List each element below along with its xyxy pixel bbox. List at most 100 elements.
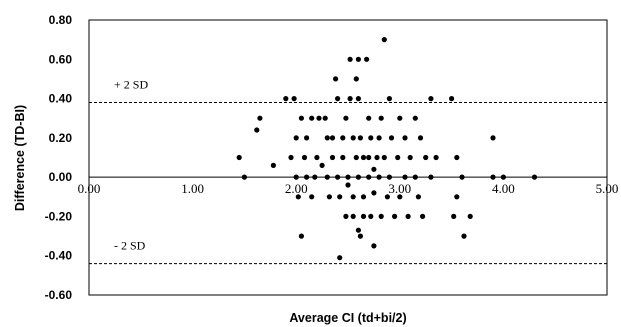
data-point <box>254 127 260 133</box>
data-point <box>392 213 398 219</box>
data-point <box>337 255 343 261</box>
data-point <box>381 37 387 43</box>
x-tick-label: 1.00 <box>181 181 204 196</box>
data-point <box>329 154 336 161</box>
data-point <box>360 154 367 161</box>
data-point <box>451 213 457 219</box>
data-point <box>293 135 299 141</box>
data-point <box>236 154 242 161</box>
y-tick-label: 0.80 <box>49 13 73 27</box>
data-point <box>347 56 353 62</box>
data-point <box>357 135 363 141</box>
data-point <box>386 96 392 102</box>
data-point <box>324 135 330 141</box>
lower-2sd-label: - 2 SD <box>114 239 146 253</box>
data-point <box>454 154 460 161</box>
data-point <box>490 135 496 141</box>
data-point <box>412 174 418 180</box>
data-point <box>366 174 372 180</box>
data-point <box>314 154 320 161</box>
data-point <box>333 76 339 82</box>
data-point <box>376 135 382 141</box>
data-point <box>415 194 421 200</box>
data-point <box>353 154 359 161</box>
data-points <box>236 37 538 261</box>
data-point <box>241 174 247 180</box>
data-point <box>402 135 408 141</box>
data-point <box>304 174 310 180</box>
data-point <box>257 115 263 121</box>
plot-frame <box>88 19 608 296</box>
data-point <box>347 96 353 102</box>
data-point <box>500 174 506 180</box>
x-tick-label: 4.00 <box>492 181 515 196</box>
data-point <box>301 154 308 161</box>
data-point <box>343 213 349 219</box>
data-point <box>467 213 473 219</box>
data-point <box>350 135 356 141</box>
x-tick-label: 3.00 <box>388 181 411 196</box>
data-point <box>345 182 351 188</box>
data-point <box>326 194 332 200</box>
y-tick-label: 0.40 <box>49 92 73 106</box>
y-tick-labels: 0.80 0.60 0.40 0.20 0.00 -0.20 -0.40 -0.… <box>45 13 73 302</box>
data-point <box>364 56 370 62</box>
data-point <box>376 174 382 180</box>
data-point <box>293 174 299 180</box>
data-point <box>343 115 349 121</box>
data-point <box>368 213 374 219</box>
data-point <box>397 194 403 200</box>
data-point <box>322 115 328 121</box>
data-point <box>433 154 439 161</box>
y-tick-label: -0.20 <box>45 209 73 223</box>
data-point <box>459 174 465 180</box>
data-point <box>288 154 294 161</box>
data-point <box>335 96 341 102</box>
data-point <box>353 76 359 82</box>
data-point <box>340 154 346 161</box>
data-point <box>423 154 429 161</box>
x-tick-labels: 0.00 1.00 2.00 3.00 4.00 5.00 <box>78 181 619 196</box>
data-point <box>366 115 372 121</box>
data-point <box>454 194 460 200</box>
data-point <box>378 213 384 219</box>
data-point <box>371 166 377 172</box>
data-point <box>417 135 424 141</box>
data-point <box>283 96 289 102</box>
data-point <box>329 135 336 141</box>
data-point <box>355 174 361 180</box>
data-point <box>350 194 356 200</box>
data-point <box>355 56 361 62</box>
data-point <box>397 115 403 121</box>
data-point <box>345 174 351 180</box>
data-point <box>378 115 384 121</box>
y-tick-label: 0.00 <box>49 170 73 184</box>
y-tick-label: 0.20 <box>49 131 73 145</box>
data-point <box>428 96 434 102</box>
x-axis-title: Average CI (td+bi/2) <box>289 311 406 325</box>
data-point <box>490 174 496 180</box>
data-point <box>309 194 315 200</box>
data-point <box>371 243 377 249</box>
data-point <box>360 213 367 219</box>
data-point <box>412 115 418 121</box>
data-point <box>407 154 413 161</box>
data-point <box>368 135 374 141</box>
data-point <box>381 154 387 161</box>
data-point <box>531 174 538 180</box>
data-point <box>371 190 377 196</box>
data-point <box>350 213 356 219</box>
data-point <box>337 194 343 200</box>
data-point <box>395 154 401 161</box>
data-point <box>366 154 372 161</box>
data-point <box>304 135 310 141</box>
data-point <box>449 96 455 102</box>
data-point <box>324 174 330 180</box>
data-point <box>316 115 322 121</box>
data-point <box>312 174 318 180</box>
x-tick-label: 0.00 <box>78 181 101 196</box>
upper-2sd-label: + 2 SD <box>114 78 148 92</box>
data-point <box>428 174 434 180</box>
data-point <box>360 194 367 200</box>
